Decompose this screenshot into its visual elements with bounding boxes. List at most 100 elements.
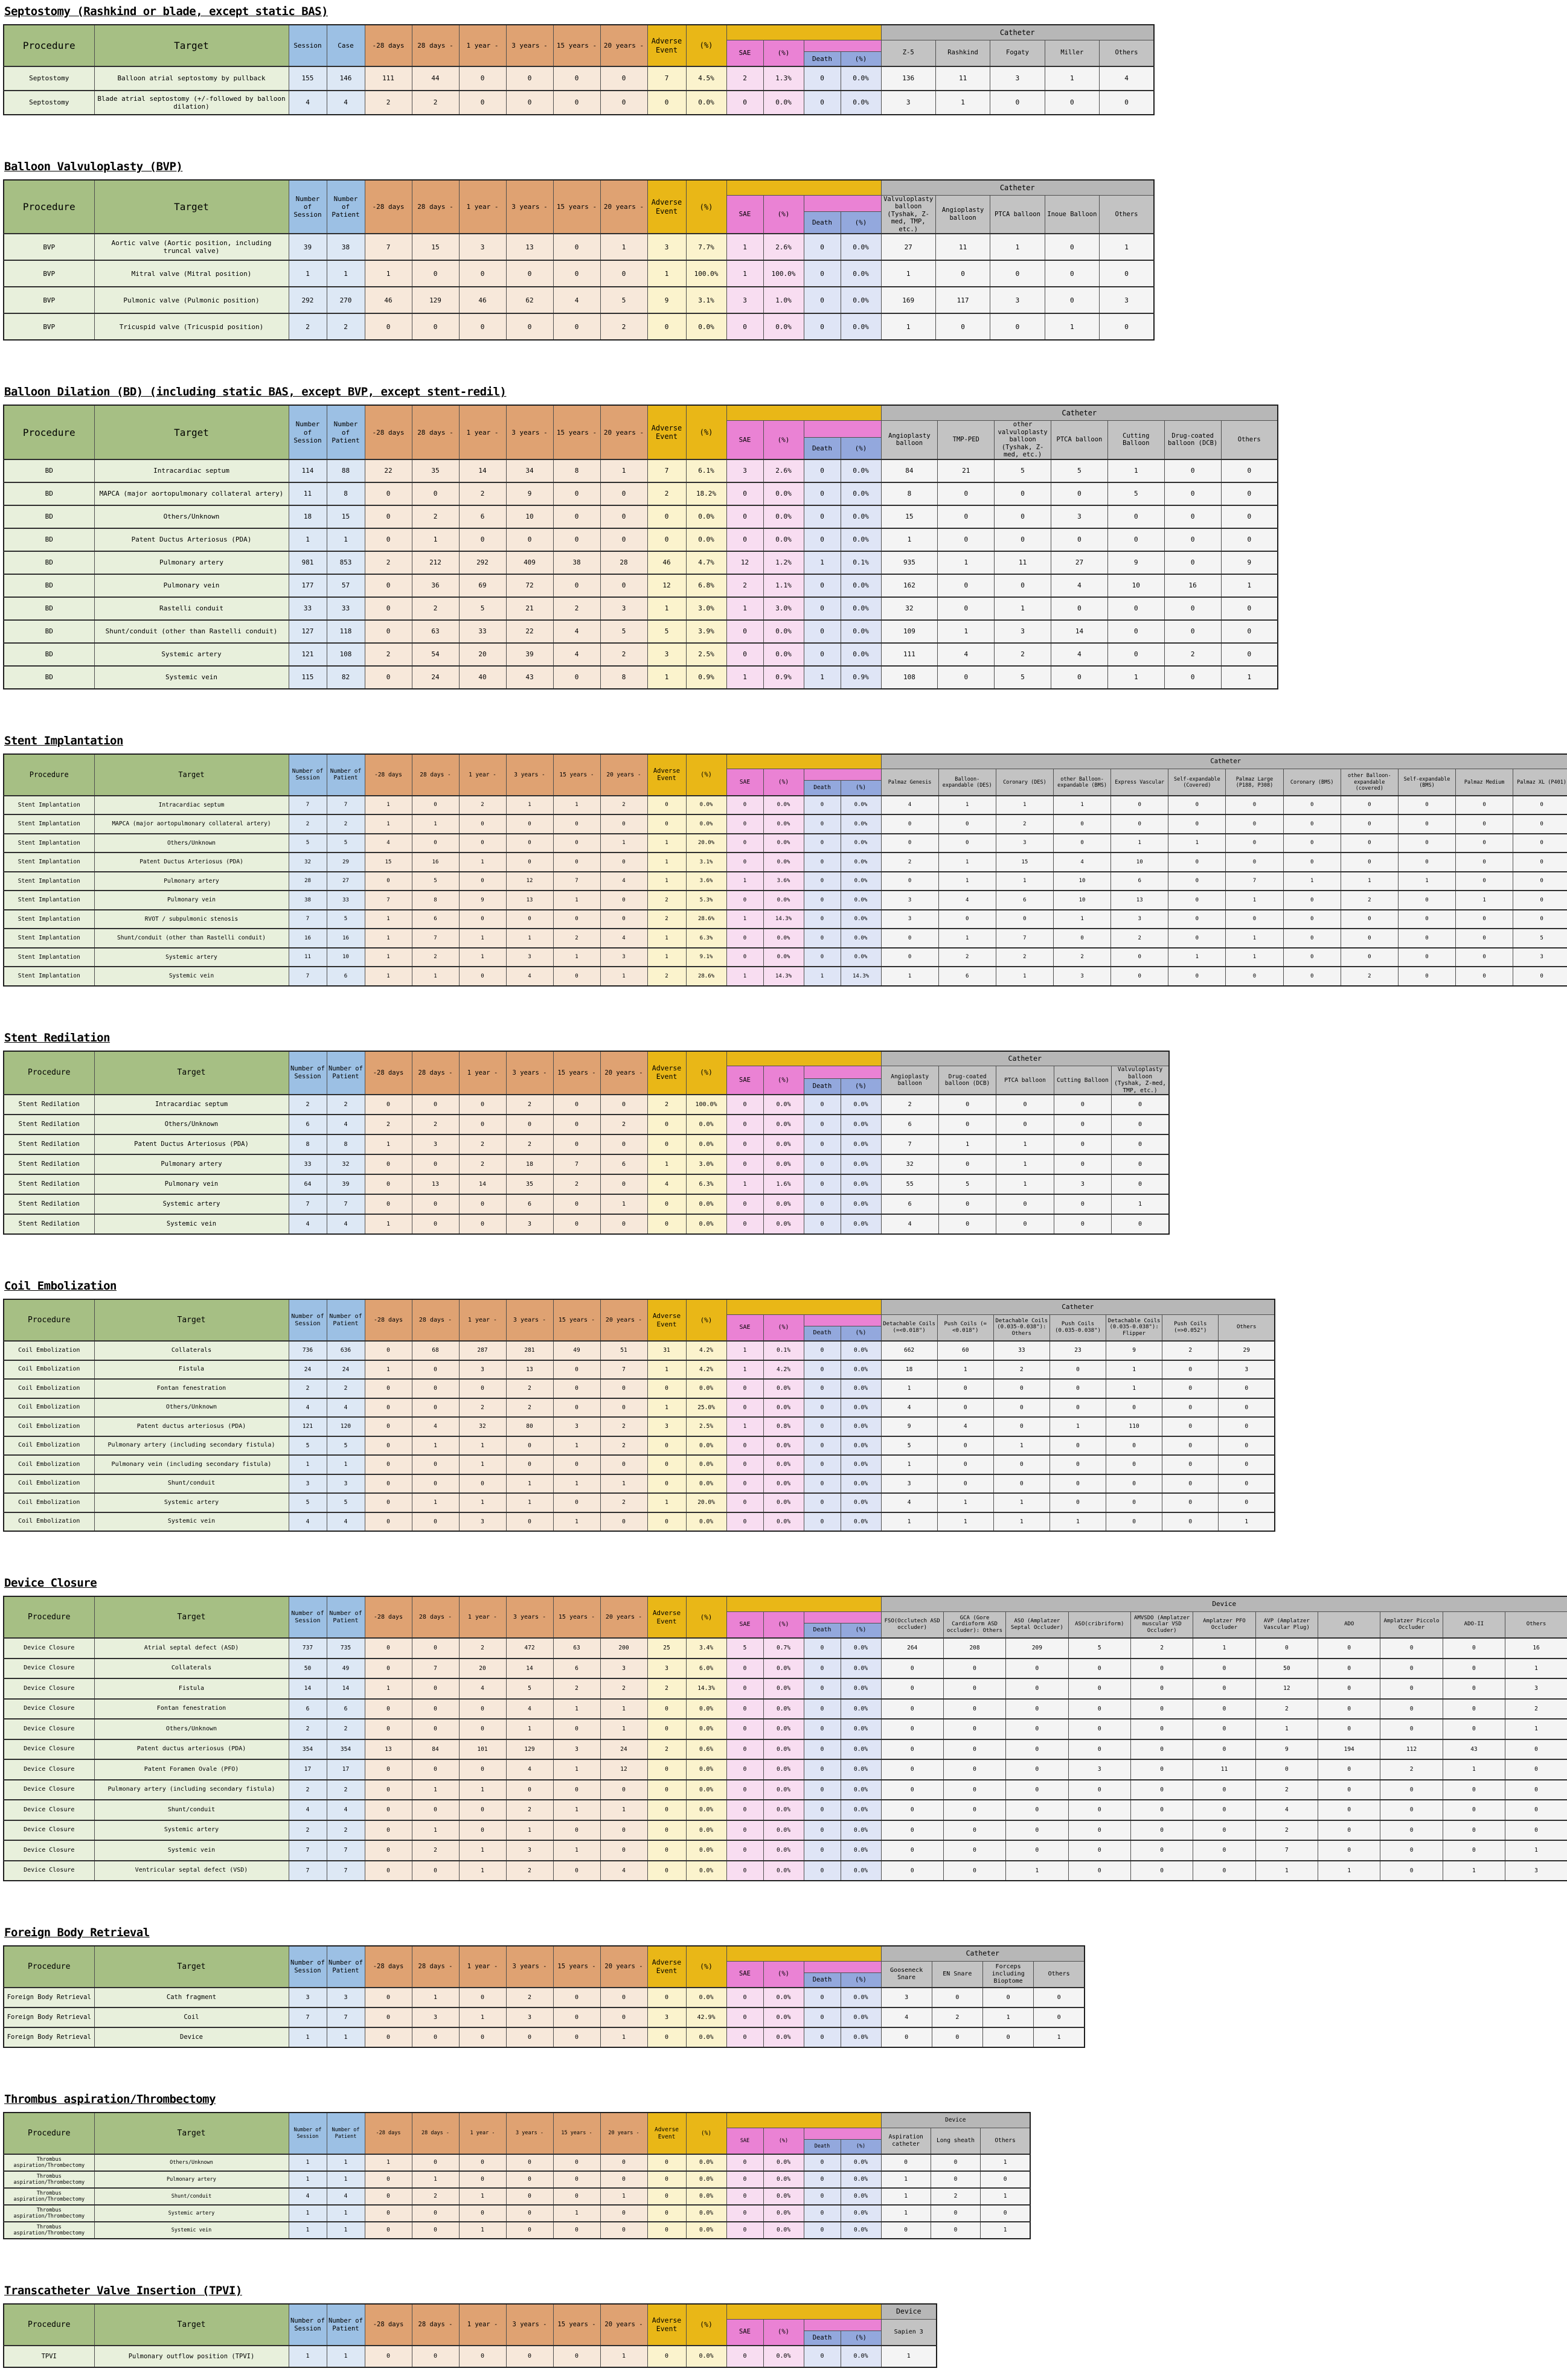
cell-procedure: TPVI [3, 2345, 95, 2368]
cell-catheter-2: 0 [993, 1378, 1050, 1398]
col-header-age-1: 28 days - [411, 1051, 460, 1095]
cell-catheter-8: 0 [1340, 852, 1399, 872]
cell-session-count: 24 [288, 1360, 327, 1380]
cell-session-count: 17 [288, 1759, 327, 1780]
cell-adverse-event: 0 [647, 1987, 687, 2008]
cell-catheter-2: 0 [1005, 1779, 1069, 1800]
cell-catheter-1: 0 [943, 1840, 1007, 1861]
cell-death: 0 [803, 1360, 841, 1380]
cell-catheter-0: 15 [880, 505, 938, 529]
cell-catheter-3: 0 [1068, 1678, 1131, 1699]
cell-adverse-event: 0 [647, 2187, 687, 2206]
cell-adverse-event-pct: 0.0% [685, 1378, 727, 1398]
cell-target: Coil [94, 2007, 289, 2028]
cell-age-20y: 2 [600, 642, 648, 667]
cell-sae-pct: 0.0% [763, 2007, 804, 2028]
cell-death-pct: 0.0% [840, 642, 882, 667]
cell-session-count: 1 [288, 2027, 327, 2048]
cell-patient-count: 1 [326, 528, 365, 552]
cell-age-under-28d: 22 [364, 459, 412, 483]
cell-catheter-5: 0 [1193, 1840, 1256, 1861]
col-header-age-5: 20 years - [600, 179, 648, 234]
adverse-event-group-band [726, 24, 882, 40]
cell-death-pct: 0.0% [840, 814, 882, 834]
cell-session-count: 737 [288, 1637, 327, 1659]
cell-target: Pulmonary artery [94, 551, 289, 575]
col-header-procedure: Procedure [3, 1945, 95, 1988]
col-header-adverse-event-pct: (%) [685, 2303, 727, 2346]
cell-age-3y: 1 [505, 1492, 554, 1512]
cell-catheter-1: 0 [931, 2027, 984, 2048]
cell-age-15y: 1 [553, 1840, 601, 1861]
cell-age-under-28d: 1 [364, 1678, 412, 1699]
cell-age-1y: 1 [458, 1860, 507, 1881]
cell-catheter-0: 5 [880, 1436, 938, 1456]
cell-catheter-4: 0 [1107, 505, 1165, 529]
table-row: BVP Mitral valve (Mitral position) 1 1 1 0 0 0 0… [3, 260, 1155, 287]
cell-age-20y: 0 [600, 1134, 648, 1155]
cell-target: Systemic artery [94, 947, 289, 967]
cell-sae-pct: 3.0% [763, 597, 804, 621]
cell-target: Systemic vein [94, 1512, 289, 1532]
cell-catheter-3: 2 [1053, 947, 1112, 967]
cell-adverse-event: 46 [647, 551, 687, 575]
cell-age-3y: 72 [505, 574, 554, 598]
cell-adverse-event: 0 [647, 313, 687, 341]
catheter-col-header: Valvuloplasty balloon (Tyshak, Z-med, TM… [1111, 1066, 1170, 1095]
col-header-sae: SAE [726, 1611, 764, 1639]
cell-adverse-event: 1 [647, 1360, 687, 1380]
cell-death-pct: 0.0% [840, 795, 882, 815]
cell-procedure: BD [3, 642, 95, 667]
cell-death: 0 [803, 1194, 841, 1215]
cell-sae: 0 [726, 1820, 764, 1841]
cell-age-28d: 15 [411, 233, 460, 261]
cell-sae-pct: 0.7% [763, 1637, 804, 1659]
cell-adverse-event: 7 [647, 66, 687, 91]
cell-age-20y: 2 [600, 1114, 648, 1135]
cell-age-3y: 1 [505, 1718, 554, 1739]
cell-session-count: 8 [288, 1134, 327, 1155]
cell-catheter-10: 1 [1505, 1658, 1567, 1679]
cell-session-count: 3 [288, 1987, 327, 2008]
cell-catheter-2: 11 [994, 551, 1052, 575]
cell-age-under-28d: 111 [364, 66, 412, 91]
cell-catheter-3: 27 [1051, 551, 1108, 575]
cell-age-1y: 1 [458, 1436, 507, 1456]
cell-catheter-1: 1 [938, 928, 996, 948]
cell-age-1y: 1 [458, 852, 507, 872]
cell-catheter-3: 1 [1033, 2027, 1085, 2048]
cell-catheter-1: 11 [935, 233, 991, 261]
cell-patient-count: 4 [326, 1114, 365, 1135]
cell-catheter-3: 5 [1068, 1637, 1131, 1659]
cell-sae: 0 [726, 1718, 764, 1739]
cell-age-28d: 0 [411, 260, 460, 287]
cell-procedure: Stent Implantation [3, 833, 95, 853]
cell-sae: 1 [726, 1340, 764, 1360]
cell-age-1y: 0 [458, 1820, 507, 1841]
cell-death-pct: 0.0% [840, 1820, 882, 1841]
cell-target: Patent Ductus Arteriosus (PDA) [94, 528, 289, 552]
cell-age-1y: 2 [458, 482, 507, 506]
col-header-age-5: 20 years - [600, 1051, 648, 1095]
cell-age-under-28d: 7 [364, 890, 412, 910]
cell-catheter-0: 1 [880, 260, 936, 287]
cell-catheter-5: 0 [1162, 1416, 1219, 1436]
col-header-age-2: 1 year - [458, 2112, 507, 2155]
table-row: Device Closure Others/Unknown 2 2 0 0 0 1 0 1 0 0.0… [3, 1718, 1567, 1739]
col-header-age-4: 15 years - [553, 1299, 601, 1342]
cell-age-under-28d: 46 [364, 286, 412, 314]
cell-catheter-0: 18 [880, 1360, 938, 1380]
cell-catheter-0: 264 [880, 1637, 944, 1659]
catheter-col-header: PTCA balloon [1051, 420, 1108, 460]
col-header-death-pct: (%) [840, 437, 882, 460]
col-header-procedure: Procedure [3, 1051, 95, 1095]
cell-sae-pct: 0.0% [763, 1398, 804, 1418]
cell-patient-count: 1 [326, 2204, 365, 2222]
cell-adverse-event-pct: 4.2% [685, 1340, 727, 1360]
cell-age-under-28d: 0 [364, 1840, 412, 1861]
cell-age-3y: 0 [505, 260, 554, 287]
cell-adverse-event-pct: 0.0% [685, 1840, 727, 1861]
cell-catheter-2: 0 [995, 909, 1054, 929]
cell-age-3y: 1 [505, 928, 554, 948]
cell-catheter-2: 0 [980, 2204, 1031, 2222]
